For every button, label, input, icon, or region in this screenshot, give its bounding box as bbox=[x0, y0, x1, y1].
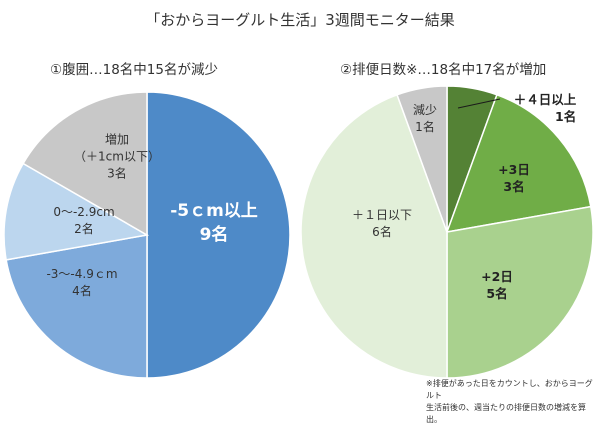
left-label-increase: 増加 （＋1cm以下） 3名 bbox=[74, 132, 160, 181]
right-label-decrease: 減少 1名 bbox=[412, 103, 438, 134]
pie-slice-0 bbox=[146, 91, 291, 379]
pie-slice-1 bbox=[445, 93, 592, 233]
pie-charts bbox=[3, 85, 594, 379]
left-label-5cm: -5ｃm以上 9名 bbox=[170, 201, 258, 245]
right-label-2days: +2日 5名 bbox=[481, 269, 513, 301]
pie-slice-3 bbox=[22, 91, 148, 237]
leader-line bbox=[457, 98, 501, 109]
chart-title: 「おからヨーグルト生活」3週間モニター結果 bbox=[145, 11, 455, 29]
left-pie-chart bbox=[3, 91, 291, 379]
pie-slice-4 bbox=[396, 85, 448, 233]
right-pie-chart bbox=[300, 85, 594, 379]
right-label-3days: +3日 3名 bbox=[498, 162, 530, 194]
left-label-3-4.9cm: -3～-4.9ｃm 4名 bbox=[46, 267, 118, 298]
left-chart-subtitle: ①腹囲…18名中15名が減少 bbox=[50, 62, 218, 78]
right-chart-subtitle: ②排便日数※…18名中17名が増加 bbox=[340, 62, 547, 78]
footnote: ※排便があった日をカウントし、おからヨーグルト 生活前後の、週当たりの排便日数の… bbox=[426, 379, 593, 424]
pie-slice-1 bbox=[5, 234, 148, 379]
right-label-4days: ＋４日以上 1名 bbox=[513, 92, 577, 124]
left-label-0-2.9cm: 0～-2.9cm 2名 bbox=[53, 205, 115, 236]
pie-slice-3 bbox=[300, 93, 448, 379]
right-label-1day: ＋１日以下 6名 bbox=[351, 208, 413, 239]
pie-slice-2 bbox=[446, 205, 594, 379]
pie-slice-2 bbox=[3, 162, 150, 261]
